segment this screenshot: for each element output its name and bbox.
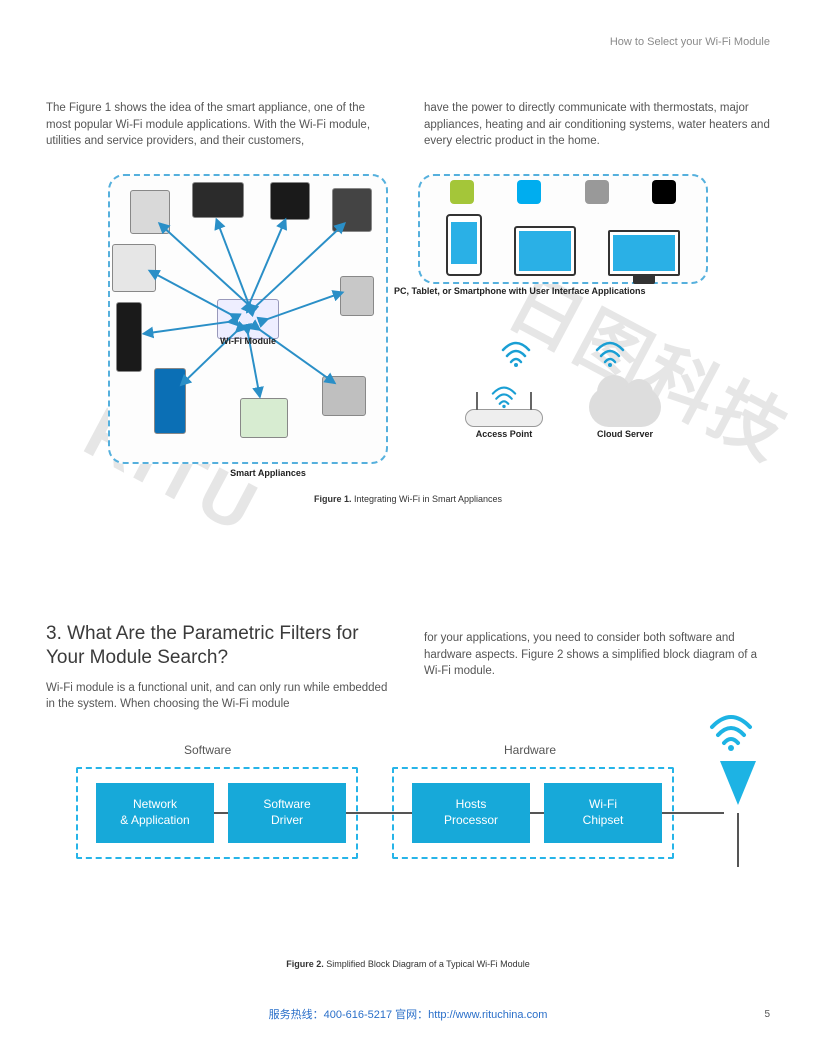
page-header: How to Select your Wi-Fi Module <box>46 36 770 48</box>
antenna-icon <box>706 713 756 758</box>
figure1-caption-text: Integrating Wi-Fi in Smart Appliances <box>351 494 502 504</box>
cloud-icon <box>589 387 661 427</box>
conn-4 <box>662 812 724 814</box>
block-network-app: Network & Application <box>96 783 214 843</box>
figure-2: Software Hardware Network & Application … <box>66 743 750 913</box>
page-number: 5 <box>764 1009 770 1020</box>
wifi-waves-2 <box>593 340 627 373</box>
appliance-5 <box>322 376 366 416</box>
intro-col2: have the power to directly communicate w… <box>424 100 770 150</box>
cloud-server-label: Cloud Server <box>589 429 661 439</box>
devices-label: PC, Tablet, or Smartphone with User Inte… <box>394 286 646 296</box>
appliance-0 <box>130 190 170 234</box>
access-point-block: Access Point <box>465 385 543 439</box>
appliance-3 <box>332 188 372 232</box>
tablet-icon <box>514 226 576 276</box>
appliance-8 <box>116 302 142 372</box>
antenna-stem <box>737 813 739 867</box>
intro-paragraph: The Figure 1 shows the idea of the smart… <box>46 100 770 150</box>
blackberry-icon <box>652 180 676 204</box>
intro-col1: The Figure 1 shows the idea of the smart… <box>46 100 392 150</box>
hardware-group-label: Hardware <box>504 743 556 757</box>
devices-row <box>420 208 706 282</box>
section2-col2: for your applications, you need to consi… <box>424 622 770 680</box>
router-icon <box>465 409 543 427</box>
appliance-2 <box>270 182 310 220</box>
footer: 服务热线：400-616-5217 官网：http://www.rituchin… <box>0 1006 816 1022</box>
appliance-1 <box>192 182 244 218</box>
wifi-module-icon <box>217 299 279 339</box>
conn-2 <box>346 812 412 814</box>
figure2-caption-text: Simplified Block Diagram of a Typical Wi… <box>324 959 530 969</box>
os-icons-row <box>420 176 706 208</box>
fig1-appliances-box: Wi-Fi Module <box>108 174 388 464</box>
page-content: How to Select your Wi-Fi Module The Figu… <box>0 0 816 969</box>
block-software-driver: Software Driver <box>228 783 346 843</box>
appliance-9 <box>112 244 156 292</box>
pc-monitor-icon <box>608 230 680 276</box>
access-point-label: Access Point <box>465 429 543 439</box>
figure1-caption-bold: Figure 1. <box>314 494 352 504</box>
conn-3 <box>530 812 544 814</box>
appliance-4 <box>340 276 374 316</box>
section2-col1: Wi-Fi module is a functional unit, and c… <box>46 680 392 713</box>
fig1-devices-box: PC, Tablet, or Smartphone with User Inte… <box>418 174 708 284</box>
smartphone-icon <box>446 214 482 276</box>
figure-1: Wi-Fi Module PC, Tablet, or Smartphone w… <box>88 174 728 464</box>
appliance-7 <box>154 368 186 434</box>
block-wifi-chipset: Wi-Fi Chipset <box>544 783 662 843</box>
windows-icon <box>517 180 541 204</box>
software-group-label: Software <box>184 743 231 757</box>
cloud-block: Cloud Server <box>589 387 661 439</box>
android-icon <box>450 180 474 204</box>
figure2-caption-bold: Figure 2. <box>286 959 324 969</box>
wifi-module-label: Wi-Fi Module <box>220 336 276 346</box>
figure1-caption: Figure 1. Integrating Wi-Fi in Smart App… <box>46 494 770 504</box>
appliance-6 <box>240 398 288 438</box>
section-heading: 3. What Are the Parametric Filters for Y… <box>46 622 392 670</box>
smart-appliances-label: Smart Appliances <box>230 468 306 478</box>
section-2: 3. What Are the Parametric Filters for Y… <box>46 622 770 969</box>
block-hosts-processor: Hosts Processor <box>412 783 530 843</box>
apple-icon <box>585 180 609 204</box>
wifi-waves-1 <box>499 340 533 373</box>
figure2-caption: Figure 2. Simplified Block Diagram of a … <box>46 959 770 969</box>
conn-1 <box>214 812 228 814</box>
